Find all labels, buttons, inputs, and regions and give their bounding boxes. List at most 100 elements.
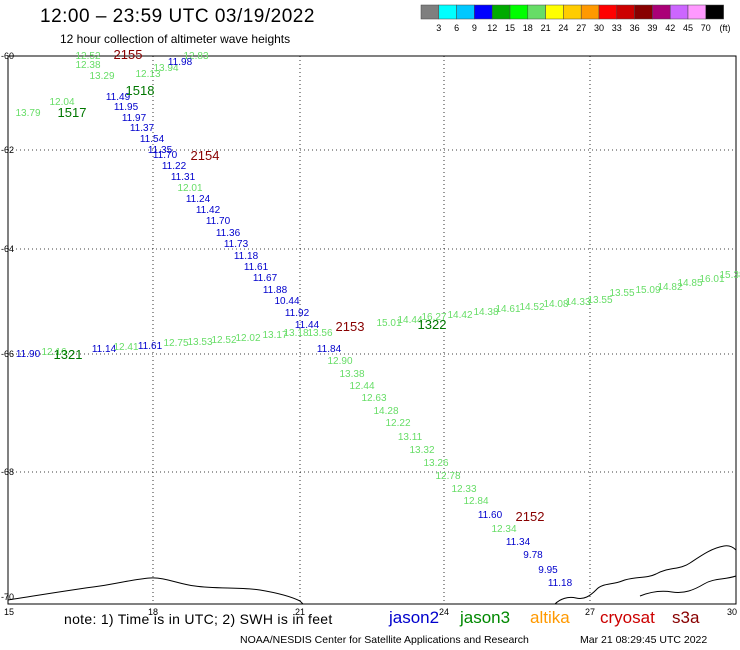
wave-height-value: 11.36 <box>216 228 241 239</box>
wave-height-value: 11.97 <box>122 113 147 124</box>
wave-height-value: 14.61 <box>495 304 520 315</box>
wave-height-value: 11.60 <box>478 510 503 521</box>
wave-height-value: 12.16 <box>41 347 66 358</box>
pass-number-label: 1517 <box>58 105 87 120</box>
wave-height-value: 11.35 <box>148 145 173 156</box>
wave-height-value: 13.55 <box>587 295 612 306</box>
wave-height-value: 10.44 <box>274 296 299 307</box>
wave-height-value: 11.98 <box>168 57 193 68</box>
legend-jason3: jason3 <box>460 608 511 627</box>
wave-height-value: 11.37 <box>130 123 155 134</box>
map-frame <box>7 55 737 605</box>
wave-height-value: 11.18 <box>234 251 259 262</box>
wave-height-value: 11.70 <box>206 216 231 227</box>
legend-swatch <box>509 4 529 20</box>
wave-height-value: 14.52 <box>519 302 544 313</box>
wave-height-value: 11.34 <box>506 537 531 548</box>
pass-number-label: 1518 <box>126 83 155 98</box>
legend-swatch <box>687 4 707 20</box>
wave-height-value: 14.85 <box>677 278 702 289</box>
latitude-label: -60 <box>1 51 14 61</box>
wave-height-value: 12.01 <box>177 183 202 194</box>
wave-height-value: 12.52 <box>211 335 236 346</box>
wave-height-value: 12.38 <box>75 60 100 71</box>
wave-height-value: 13.29 <box>89 71 114 82</box>
legend-s3a: s3a <box>672 608 700 627</box>
wave-height-value: 11.14 <box>92 344 117 355</box>
legend-swatch <box>420 4 440 20</box>
wave-height-value: 14.28 <box>373 406 398 417</box>
wave-height-value: 16.27 <box>421 312 446 323</box>
wave-height-value: 14.33 <box>565 297 590 308</box>
wave-height-value: 15.38 <box>719 270 740 281</box>
wave-height-value: 11.84 <box>317 344 342 355</box>
wave-height-value: 13.17 <box>262 330 287 341</box>
wave-height-value: 12.75 <box>163 338 188 349</box>
map-title: 12:00 – 23:59 UTC 03/19/2022 <box>40 6 315 27</box>
wave-height-value: 9.95 <box>538 565 558 576</box>
wave-height-value: 11.22 <box>162 161 187 172</box>
wave-height-value: 13.26 <box>423 458 448 469</box>
wave-height-value: 11.92 <box>285 308 310 319</box>
wave-height-value: 12.84 <box>463 496 488 507</box>
legend-swatch <box>474 4 493 20</box>
latitude-label: -62 <box>1 145 14 155</box>
legend-swatch <box>563 4 582 20</box>
legend-swatch <box>438 4 457 20</box>
antarctic-coastline <box>7 545 737 605</box>
wave-height-value: 12.33 <box>451 484 476 495</box>
legend-tick-label: 6 <box>454 23 459 33</box>
footnote: note: 1) Time is in UTC; 2) SWH is in fe… <box>64 611 333 627</box>
wave-height-value: 12.04 <box>49 97 74 108</box>
wave-height-value: 11.24 <box>186 194 211 205</box>
wave-height-value: 11.42 <box>196 205 221 216</box>
latitude-label: -70 <box>1 592 14 602</box>
wave-height-value: 13.94 <box>153 63 178 74</box>
legend-swatch <box>456 4 475 20</box>
wave-height-value: 13.11 <box>398 432 423 443</box>
pass-number-label: 1321 <box>54 347 83 362</box>
legend-swatch <box>652 4 671 20</box>
legend-tick-label: 12 <box>487 23 497 33</box>
longitude-label: 18 <box>148 607 158 617</box>
wave-height-value: 14.44 <box>397 315 422 326</box>
wave-height-value: 12.22 <box>385 418 410 429</box>
legend-swatch <box>491 4 511 20</box>
pass-number-label: 2153 <box>336 319 365 334</box>
wave-height-value: 12.63 <box>361 393 386 404</box>
color-legend: 3 6 9 12 15 18 21 24 27 30 33 36 39 42 45 70 (ft) <box>420 4 731 33</box>
wave-height-value: 14.38 <box>473 307 498 318</box>
map-subtitle: 12 hour collection of altimeter wave hei… <box>60 32 291 46</box>
wave-height-value: 12.34 <box>491 524 516 535</box>
legend-tick-label: 70 <box>701 23 711 33</box>
wave-height-value: 13.32 <box>409 445 434 456</box>
wave-height-value: 11.44 <box>295 320 320 331</box>
legend-unit: (ft) <box>720 23 731 33</box>
legend-tick-label: 24 <box>558 23 568 33</box>
longitude-label: 24 <box>439 607 449 617</box>
legend-swatch <box>545 4 564 20</box>
legend-tick-label: 15 <box>505 23 515 33</box>
legend-tick-label: 39 <box>647 23 657 33</box>
wave-height-value: 11.49 <box>106 92 131 103</box>
longitude-label: 21 <box>295 607 305 617</box>
wave-height-value: 11.88 <box>263 285 288 296</box>
wave-height-value: 14.42 <box>447 310 472 321</box>
legend-swatch <box>705 4 724 20</box>
wave-height-value: 14.08 <box>543 299 568 310</box>
wave-height-value: 11.18 <box>548 578 573 589</box>
wave-height-value: 14.82 <box>657 282 682 293</box>
legend-tick-label: 45 <box>683 23 693 33</box>
pass-number-label: 2155 <box>114 47 143 62</box>
pass-number-label: 2152 <box>516 509 545 524</box>
wave-height-value: 12.41 <box>113 342 138 353</box>
wave-height-value: 11.70 <box>153 150 178 161</box>
credit-line: NOAA/NESDIS Center for Satellite Applica… <box>240 634 529 646</box>
longitude-label: 27 <box>585 607 595 617</box>
legend-cryosat: cryosat <box>600 608 655 627</box>
wave-height-value: 13.55 <box>609 288 634 299</box>
wave-height-value: 11.61 <box>244 262 269 273</box>
legend-swatch <box>527 4 546 20</box>
